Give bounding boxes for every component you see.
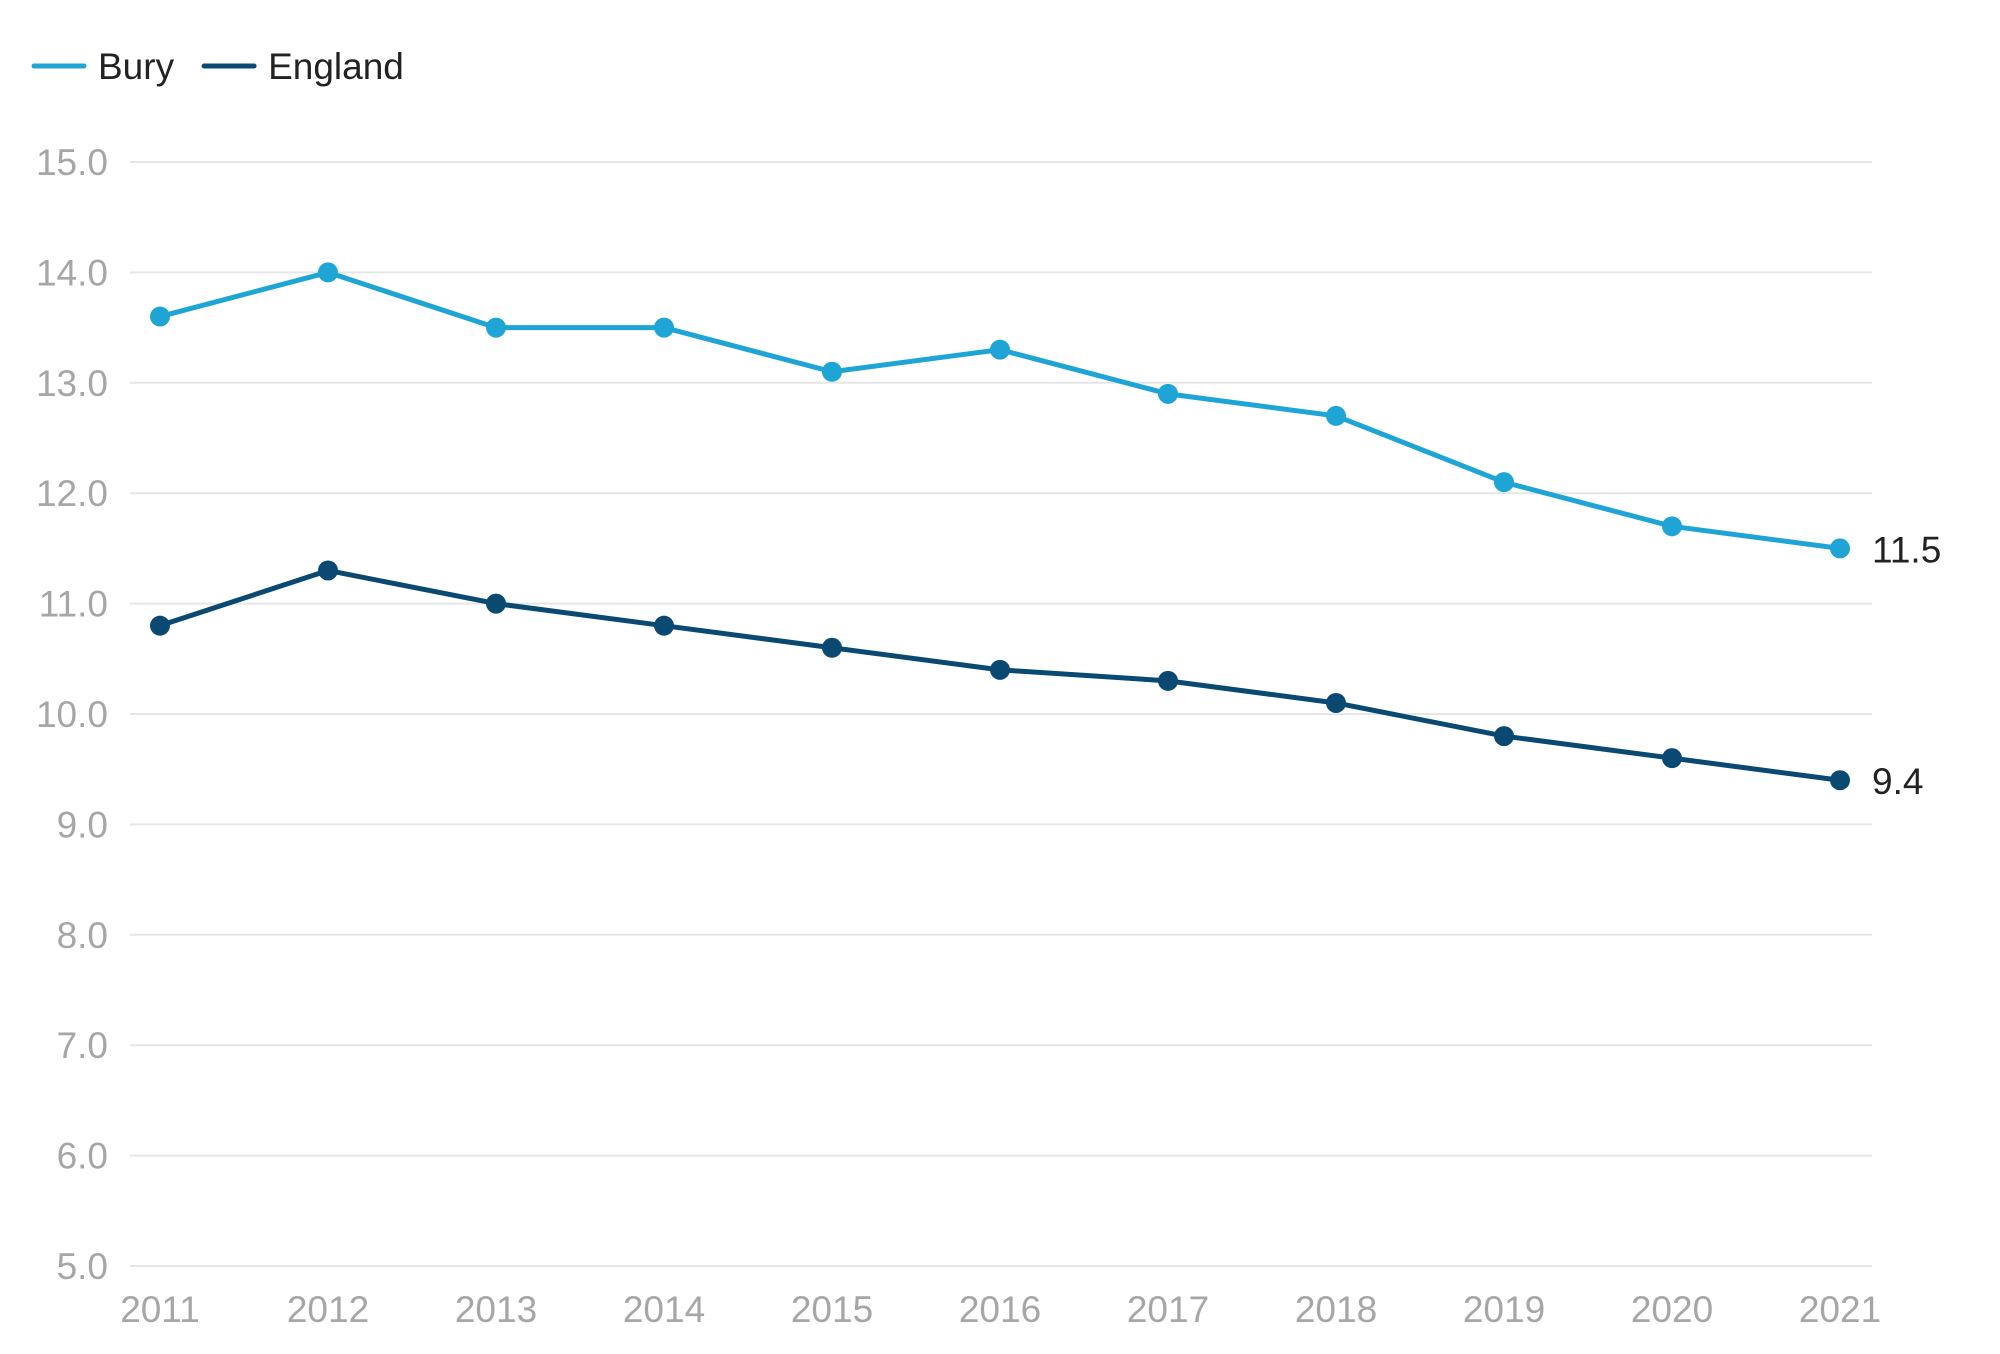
end-label-bury: 11.5 [1872, 529, 1941, 570]
y-tick-label: 8.0 [57, 915, 108, 956]
data-point-england [486, 593, 506, 614]
data-point-bury [1662, 516, 1682, 537]
y-tick-label: 7.0 [57, 1025, 108, 1066]
legend: Bury England [31, 46, 404, 87]
legend-item-bury: Bury [31, 46, 175, 87]
data-point-england [318, 560, 338, 581]
data-point-england [1830, 770, 1850, 791]
data-point-bury [1494, 472, 1514, 493]
y-tick-label: 6.0 [57, 1136, 108, 1177]
legend-item-england: England [201, 46, 404, 87]
data-point-bury [1158, 383, 1178, 404]
x-tick-label: 2015 [791, 1289, 873, 1330]
data-point-bury [318, 262, 338, 283]
series-layer: 11.5 9.4 [150, 262, 1941, 802]
x-tick-label: 2020 [1631, 1289, 1713, 1330]
gridlines [130, 161, 1872, 1267]
legend-label-england: England [268, 46, 404, 87]
data-point-england [1326, 692, 1346, 713]
data-point-england [1158, 670, 1178, 691]
data-point-england [1494, 726, 1514, 747]
data-point-bury [654, 317, 674, 338]
series-bury: 11.5 [150, 262, 1941, 570]
series-line-bury [157, 269, 1843, 551]
y-tick-label: 9.0 [57, 804, 108, 845]
x-tick-label: 2013 [455, 1289, 537, 1330]
data-point-england [822, 637, 842, 658]
x-tick-label: 2019 [1463, 1289, 1545, 1330]
x-tick-label: 2018 [1295, 1289, 1377, 1330]
x-axis: 2011 2012 2013 2014 2015 2016 2017 2018 2019 2020… [120, 1289, 1881, 1330]
data-point-bury [486, 317, 506, 338]
x-tick-label: 2014 [623, 1289, 705, 1330]
y-tick-label: 10.0 [36, 694, 108, 735]
data-point-england [1662, 748, 1682, 769]
data-point-bury [990, 339, 1010, 360]
data-point-bury [1326, 405, 1346, 426]
x-tick-label: 2011 [120, 1289, 200, 1330]
x-tick-label: 2021 [1799, 1289, 1881, 1330]
x-tick-label: 2016 [959, 1289, 1041, 1330]
end-label-england: 9.4 [1872, 761, 1923, 802]
data-point-bury [1830, 538, 1850, 559]
series-england: 9.4 [150, 560, 1923, 802]
y-tick-label: 15.0 [36, 142, 108, 183]
y-tick-label: 12.0 [36, 473, 108, 514]
data-point-england [654, 615, 674, 636]
y-tick-label: 5.0 [57, 1246, 108, 1287]
x-tick-label: 2017 [1127, 1289, 1209, 1330]
y-tick-label: 14.0 [36, 252, 108, 293]
data-point-england [990, 659, 1010, 680]
x-tick-label: 2012 [287, 1289, 369, 1330]
data-point-bury [150, 306, 170, 327]
y-tick-label: 11.0 [39, 584, 108, 625]
y-axis: 5.0 6.0 7.0 8.0 9.0 10.0 11.0 12.0 13.0 14.0 15.0 [36, 142, 108, 1287]
legend-label-bury: Bury [98, 46, 175, 87]
data-point-bury [822, 361, 842, 382]
y-tick-label: 13.0 [36, 363, 108, 404]
data-point-england [150, 615, 170, 636]
